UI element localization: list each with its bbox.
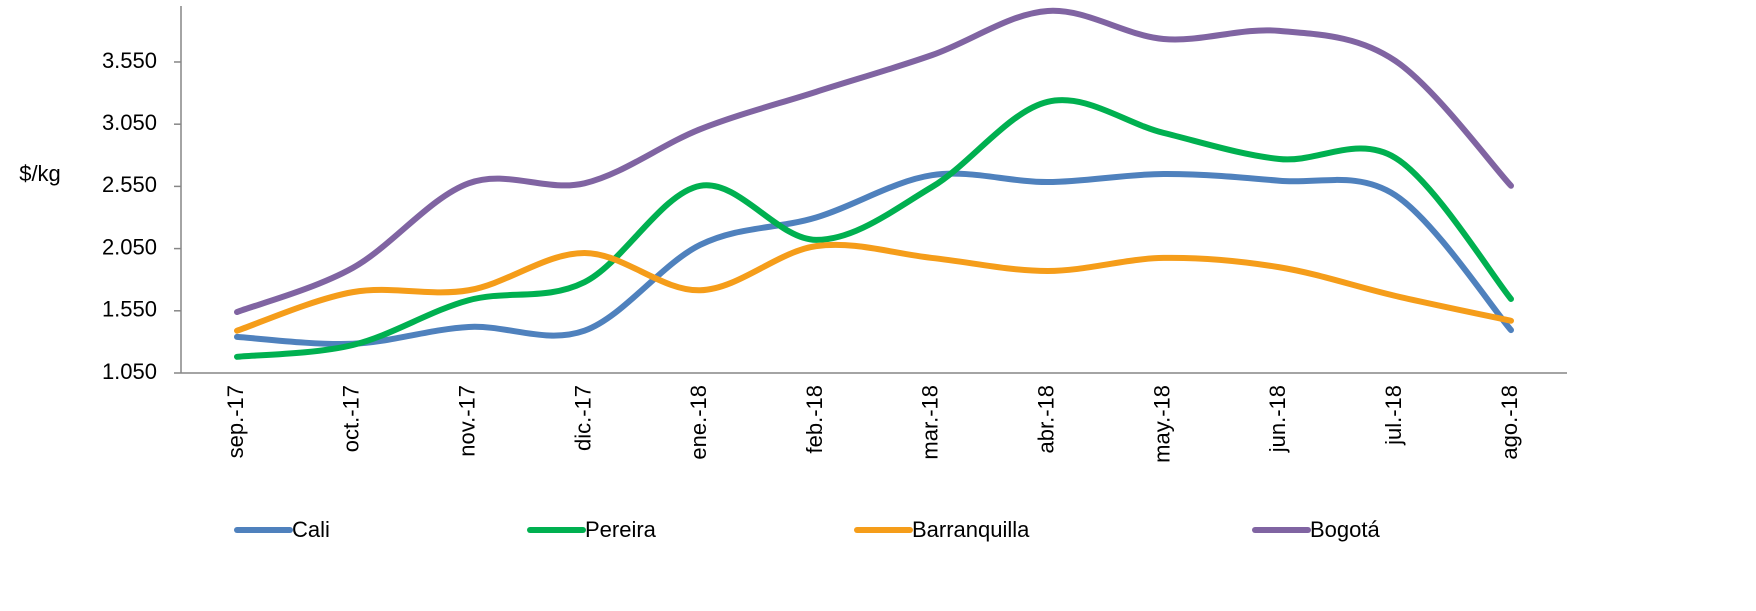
legend-label: Cali [292,517,330,542]
x-tick-label: abr.-18 [1034,385,1059,454]
x-tick-label: nov.-17 [454,385,479,457]
x-tick-label: dic.-17 [570,385,595,451]
y-axis-label: $/kg [19,161,61,186]
y-tick-label: 2.550 [102,172,157,197]
series-line [234,7,1514,316]
x-tick-label: jul.-18 [1381,385,1406,446]
y-tick-label: 3.050 [102,110,157,135]
series-line [234,97,1514,360]
y-tick-label: 1.050 [102,359,157,384]
x-tick-label: ene.-18 [686,385,711,460]
y-tick-label: 3.550 [102,48,157,73]
legend-label: Barranquilla [912,517,1030,542]
x-tick-label: oct.-17 [339,385,364,452]
x-tick-label: jun.-18 [1265,385,1290,453]
legend-label: Pereira [585,517,657,542]
x-tick-label: mar.-18 [918,385,943,460]
x-tick-label: feb.-18 [802,385,827,454]
x-tick-label: ago.-18 [1497,385,1522,460]
series-line [234,170,1514,348]
x-tick-label: may.-18 [1149,385,1174,463]
y-tick-label: 1.550 [102,297,157,322]
x-tick-label: sep.-17 [223,385,248,458]
y-tick-label: 2.050 [102,234,157,259]
legend-label: Bogotá [1310,517,1380,542]
series-line [234,241,1514,334]
